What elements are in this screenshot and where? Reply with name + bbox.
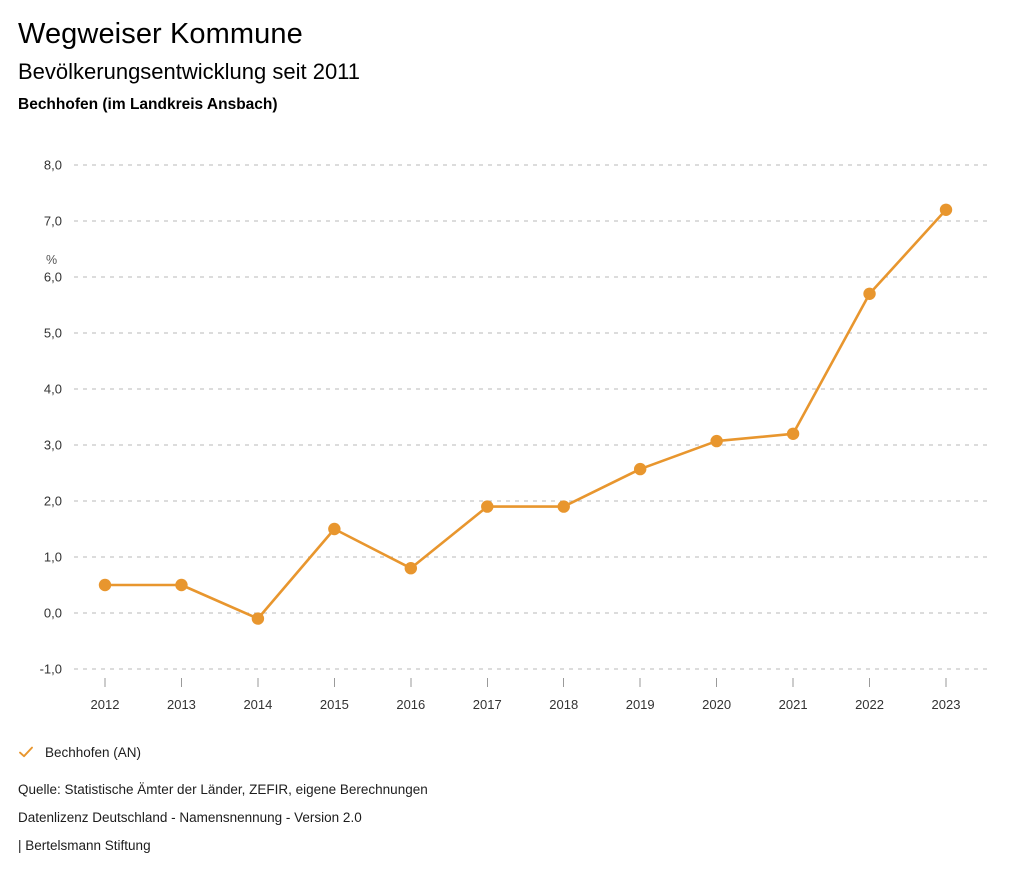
data-point-marker[interactable] xyxy=(175,579,188,592)
data-point-marker[interactable] xyxy=(328,523,341,536)
x-axis-tick-label: 2013 xyxy=(167,697,196,712)
chart-legend: Bechhofen (AN) xyxy=(18,744,141,760)
chart-title: Bevölkerungsentwicklung seit 2011 xyxy=(18,59,361,85)
data-point-marker[interactable] xyxy=(939,204,953,217)
y-axis-tick-label: 3,0 xyxy=(44,438,62,453)
legend-item-label[interactable]: Bechhofen (AN) xyxy=(45,744,142,760)
data-point-marker[interactable] xyxy=(786,428,800,441)
y-axis-tick-label: 6,0 xyxy=(44,270,62,285)
series-line xyxy=(103,208,948,621)
x-axis-tick-label: 2012 xyxy=(91,697,120,712)
footer-license-line: Datenlizenz Deutschland - Namensnennung … xyxy=(18,809,362,825)
x-axis-tick-label: 2014 xyxy=(243,697,272,712)
y-axis-tick-label: 5,0 xyxy=(44,326,62,341)
y-axis-unit-label: % xyxy=(46,253,58,268)
y-axis-tick-label: 7,0 xyxy=(44,214,62,229)
data-point-marker[interactable] xyxy=(98,579,112,592)
y-axis-tick-label: 8,0 xyxy=(44,158,62,173)
check-icon[interactable] xyxy=(18,744,34,760)
chart-header: Wegweiser Kommune Bevölkerungsentwicklun… xyxy=(0,0,1024,113)
x-axis-tick-label: 2015 xyxy=(320,697,349,712)
y-axis-tick-label: -1,0 xyxy=(40,662,62,677)
x-axis-tick-label: 2016 xyxy=(396,697,425,712)
y-axis-tick-label: 2,0 xyxy=(44,494,62,509)
footer-source-line: Quelle: Statistische Ämter der Länder, Z… xyxy=(18,782,428,797)
y-axis-tick-label: 0,0 xyxy=(44,606,62,621)
chart-footer: Quelle: Statistische Ämter der Länder, Z… xyxy=(18,782,428,854)
x-axis-tick-label: 2020 xyxy=(702,697,731,712)
data-point-marker[interactable] xyxy=(481,500,494,514)
data-point-marker[interactable] xyxy=(251,612,265,626)
data-point-marker[interactable] xyxy=(404,562,418,575)
data-point-marker[interactable] xyxy=(633,463,647,476)
x-axis-tick-label: 2023 xyxy=(932,697,961,712)
x-axis-tick-label: 2017 xyxy=(473,697,502,712)
x-axis-tick-label: 2019 xyxy=(626,697,655,712)
line-chart-svg: 8,0 7,0 6,0 5,0 4,0 3,0 2,0 1,0 0,0 -1,0 2012 2013 2… xyxy=(40,158,990,712)
data-point-marker[interactable] xyxy=(863,288,876,301)
footer-publisher-line: | Bertelsmann Stiftung xyxy=(18,837,151,853)
x-axis-tick-label: 2018 xyxy=(549,697,578,712)
x-axis-tick-label: 2021 xyxy=(779,697,808,712)
y-axis-tick-label: 4,0 xyxy=(44,382,62,397)
chart-subtitle: Bechhofen (im Landkreis Ansbach) xyxy=(18,95,278,113)
chart-plot-area: % 8,0 7,0 6,0 5,0 4,0 3,0 2,0 1,0 0,0 -1,0 2012 201… xyxy=(0,113,1024,713)
app-title: Wegweiser Kommune xyxy=(18,18,303,50)
data-point-marker[interactable] xyxy=(557,500,570,514)
data-point-marker[interactable] xyxy=(710,435,723,448)
x-axis-tick-label: 2022 xyxy=(855,697,884,712)
y-axis-tick-label: 1,0 xyxy=(44,550,62,565)
